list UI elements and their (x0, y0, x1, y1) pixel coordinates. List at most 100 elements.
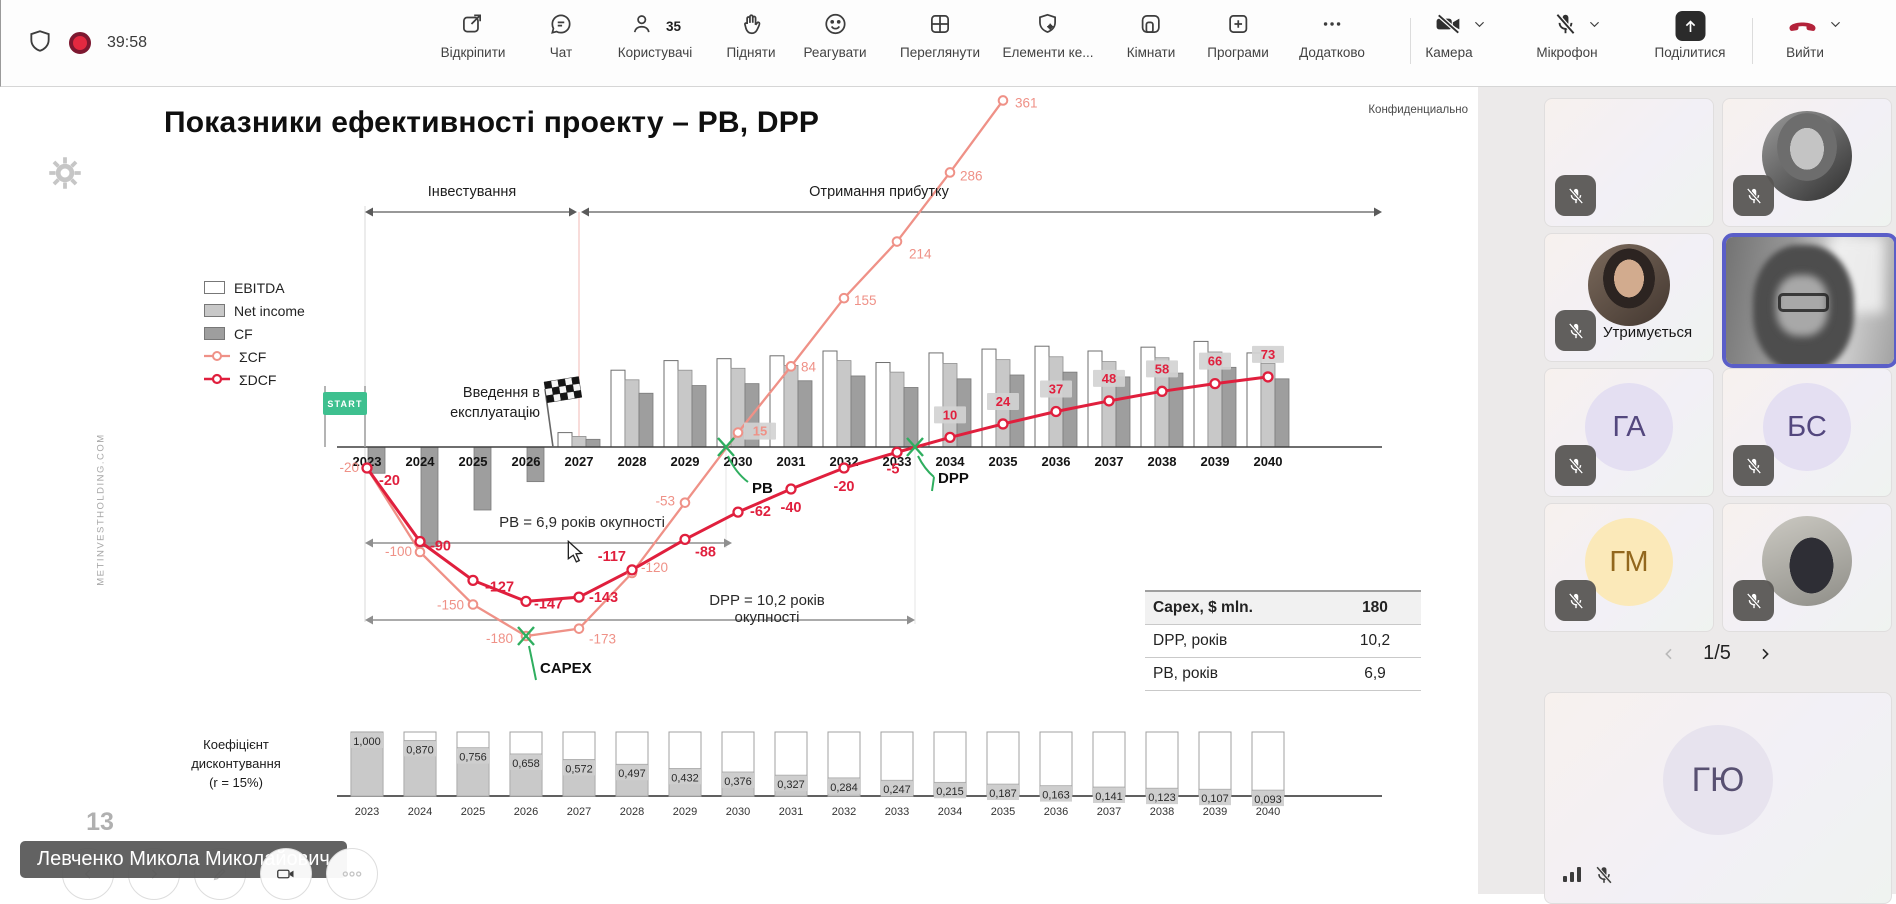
svg-text:66: 66 (1208, 354, 1222, 369)
view-button[interactable]: Переглянути (900, 10, 980, 60)
mouse-cursor (566, 539, 584, 569)
participant-tile-on-hold[interactable]: Утримується (1544, 233, 1714, 362)
svg-text:-20: -20 (339, 460, 359, 475)
camera-button[interactable]: Камера (1425, 10, 1487, 60)
participant-tile[interactable] (1722, 98, 1892, 227)
svg-text:2023: 2023 (353, 454, 382, 469)
shield-gear-icon (1035, 11, 1061, 42)
svg-text:START: START (327, 399, 362, 409)
chart-legend: EBITDA Net income CF ΣCF ΣDCF (204, 276, 305, 391)
svg-text:0,756: 0,756 (459, 752, 487, 764)
leave-chevron-icon[interactable] (1829, 17, 1843, 36)
phase-profit-label: Отримання прибутку (809, 184, 949, 200)
table-row-pb: PB, років 6,9 (1145, 658, 1421, 691)
svg-text:2032: 2032 (832, 806, 856, 818)
svg-text:0,215: 0,215 (936, 786, 964, 798)
discount-factor-title: Коефіцієнт дисконтування (r = 15%) (191, 737, 281, 790)
participants-button[interactable]: 35 Користувачі (618, 10, 692, 60)
svg-text:2038: 2038 (1150, 806, 1174, 818)
meeting-timer: 39:58 (107, 34, 148, 51)
page-next-icon[interactable] (1757, 646, 1773, 662)
unpin-button[interactable]: Відкріпити (441, 10, 505, 60)
kpi-table: Capex, $ mln. 180 DPP, років 10,2 PB, ро… (1145, 590, 1421, 691)
page-indicator: 1/5 (1703, 642, 1731, 664)
svg-text:2029: 2029 (673, 806, 697, 818)
svg-text:2029: 2029 (671, 454, 700, 469)
svg-text:0,163: 0,163 (1042, 790, 1070, 802)
page-prev-icon[interactable] (1661, 646, 1677, 662)
mic-muted-badge (1555, 580, 1596, 621)
raise-hand-button[interactable]: Підняти (726, 10, 776, 60)
signal-bars-icon (1561, 864, 1583, 889)
participant-tile[interactable]: ГА (1544, 368, 1714, 497)
legend-item-sdcf: ΣDCF (204, 368, 305, 391)
more-controls-button[interactable] (326, 848, 378, 900)
share-icon (1675, 11, 1705, 41)
svg-text:0,497: 0,497 (618, 768, 646, 780)
confidential-label: Конфиденциально (1368, 104, 1468, 116)
svg-text:0,107: 0,107 (1201, 793, 1229, 805)
hangup-icon (1786, 12, 1820, 41)
mic-muted-badge (1555, 445, 1596, 486)
mic-muted-badge (1555, 175, 1596, 216)
camera-control-button[interactable] (260, 848, 312, 900)
svg-text:-120: -120 (641, 560, 668, 575)
svg-text:2024: 2024 (406, 454, 436, 469)
avatar-initials: ГА (1585, 383, 1673, 471)
svg-text:2034: 2034 (936, 454, 966, 469)
presenter-name-tag: Левченко Микола Миколайович (20, 841, 347, 878)
react-button[interactable]: Реагувати (803, 10, 867, 60)
netincome-swatch (204, 304, 225, 317)
svg-text:2033: 2033 (885, 806, 909, 818)
mic-muted-badge (1555, 310, 1596, 351)
svg-text:2037: 2037 (1095, 454, 1124, 469)
share-button[interactable]: Поділитися (1655, 10, 1726, 60)
svg-text:0,432: 0,432 (671, 772, 699, 784)
raise-hand-icon (738, 11, 764, 42)
on-hold-status: Утримується (1603, 324, 1693, 341)
participant-tile[interactable] (1544, 98, 1714, 227)
active-speaker-tile[interactable] (1722, 233, 1896, 368)
apps-button[interactable]: Програми (1207, 10, 1269, 60)
table-row-capex: Capex, $ mln. 180 (1145, 592, 1421, 625)
leave-button[interactable]: Вийти (1786, 10, 1843, 60)
participant-tile-large[interactable]: ГЮ (1544, 692, 1892, 904)
svg-text:24: 24 (996, 394, 1011, 409)
participant-tile[interactable]: ГМ (1544, 503, 1714, 632)
microphone-chevron-icon[interactable] (1588, 17, 1602, 36)
more-button[interactable]: Додатково (1299, 10, 1365, 60)
svg-text:2040: 2040 (1254, 454, 1283, 469)
avatar (1588, 244, 1670, 326)
svg-text:2033: 2033 (883, 454, 912, 469)
control-elements-button[interactable]: Елементи ке... (1003, 10, 1093, 60)
svg-text:-147: -147 (534, 596, 563, 612)
svg-text:2035: 2035 (991, 806, 1015, 818)
svg-text:-5: -5 (887, 461, 900, 477)
sdcf-line-swatch (204, 372, 230, 388)
participant-tile[interactable] (1722, 503, 1892, 632)
svg-text:2034: 2034 (938, 806, 962, 818)
cf-swatch (204, 327, 225, 340)
ebitda-swatch (204, 281, 225, 294)
svg-text:1,000: 1,000 (353, 736, 381, 748)
svg-text:-88: -88 (695, 544, 716, 560)
commissioning-label: Введення в експлуатацію (450, 385, 540, 421)
svg-text:-100: -100 (385, 544, 412, 559)
meeting-toolbar: 39:58 Відкріпити Чат 35 Користувачі Під (0, 0, 1896, 87)
svg-text:0,870: 0,870 (406, 744, 434, 756)
camera-chevron-icon[interactable] (1473, 17, 1487, 36)
chat-button[interactable]: Чат (548, 10, 574, 60)
avatar-initials: ГМ (1585, 518, 1673, 606)
svg-text:2036: 2036 (1044, 806, 1068, 818)
participant-tile[interactable]: БС (1722, 368, 1892, 497)
svg-text:361: 361 (1015, 95, 1038, 110)
participants-count: 35 (665, 18, 682, 34)
svg-text:0,376: 0,376 (724, 776, 752, 788)
pb-span-label: PB = 6,9 років окупності (499, 514, 665, 531)
svg-text:2025: 2025 (459, 454, 488, 469)
rooms-button[interactable]: Кімнати (1127, 10, 1175, 60)
gear-icon[interactable] (44, 152, 86, 199)
svg-text:-62: -62 (750, 504, 771, 520)
svg-text:2025: 2025 (461, 806, 485, 818)
microphone-button[interactable]: Мікрофон (1536, 10, 1602, 60)
